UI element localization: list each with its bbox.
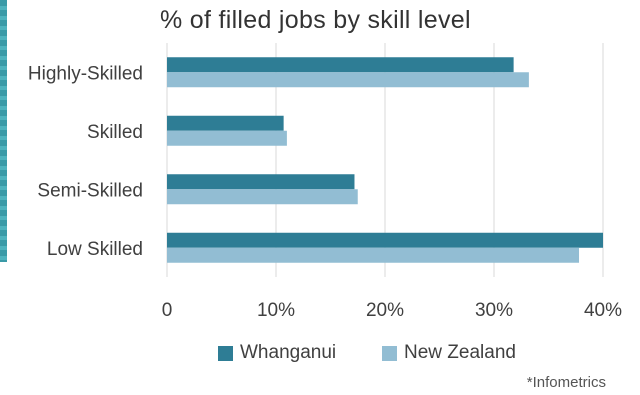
bar-whanganui-semi-skilled	[167, 174, 355, 190]
bar-chart: Highly-Skilled Skilled Semi-Skilled Low Ski…	[28, 43, 622, 321]
x-tick-label-1: 10%	[257, 300, 295, 321]
bar-new-zealand-highly-skilled	[167, 72, 529, 88]
bar-new-zealand-skilled	[167, 130, 287, 146]
bar-whanganui-skilled	[167, 115, 284, 131]
legend-swatch-new-zealand	[382, 345, 397, 361]
bar-new-zealand-semi-skilled	[167, 189, 358, 205]
legend-label-whanganui: Whanganui	[240, 342, 337, 363]
bar-whanganui-highly-skilled	[167, 57, 514, 73]
chart-legend: Whanganui New Zealand	[0, 342, 640, 366]
teal-frame-edge	[0, 0, 7, 262]
category-label-highly-skilled: Highly-Skilled	[28, 63, 143, 84]
chart-title: % of filled jobs by skill level	[160, 6, 471, 34]
legend-label-new-zealand: New Zealand	[404, 342, 516, 363]
x-tick-label-0: 0	[162, 300, 173, 321]
category-label-skilled: Skilled	[87, 122, 143, 143]
x-tick-label-2: 20%	[366, 300, 404, 321]
category-label-semi-skilled: Semi-Skilled	[37, 180, 143, 201]
category-label-low-skilled: Low Skilled	[47, 239, 143, 260]
legend-item-new-zealand: New Zealand	[382, 342, 516, 364]
source-note: *Infometrics	[526, 374, 606, 391]
legend-swatch-whanganui	[218, 345, 233, 361]
bar-new-zealand-low-skilled	[167, 247, 580, 263]
x-tick-label-3: 30%	[475, 300, 513, 321]
bar-whanganui-low-skilled	[167, 232, 603, 248]
legend-item-whanganui: Whanganui	[218, 342, 336, 364]
x-tick-label-4: 40%	[584, 300, 622, 321]
